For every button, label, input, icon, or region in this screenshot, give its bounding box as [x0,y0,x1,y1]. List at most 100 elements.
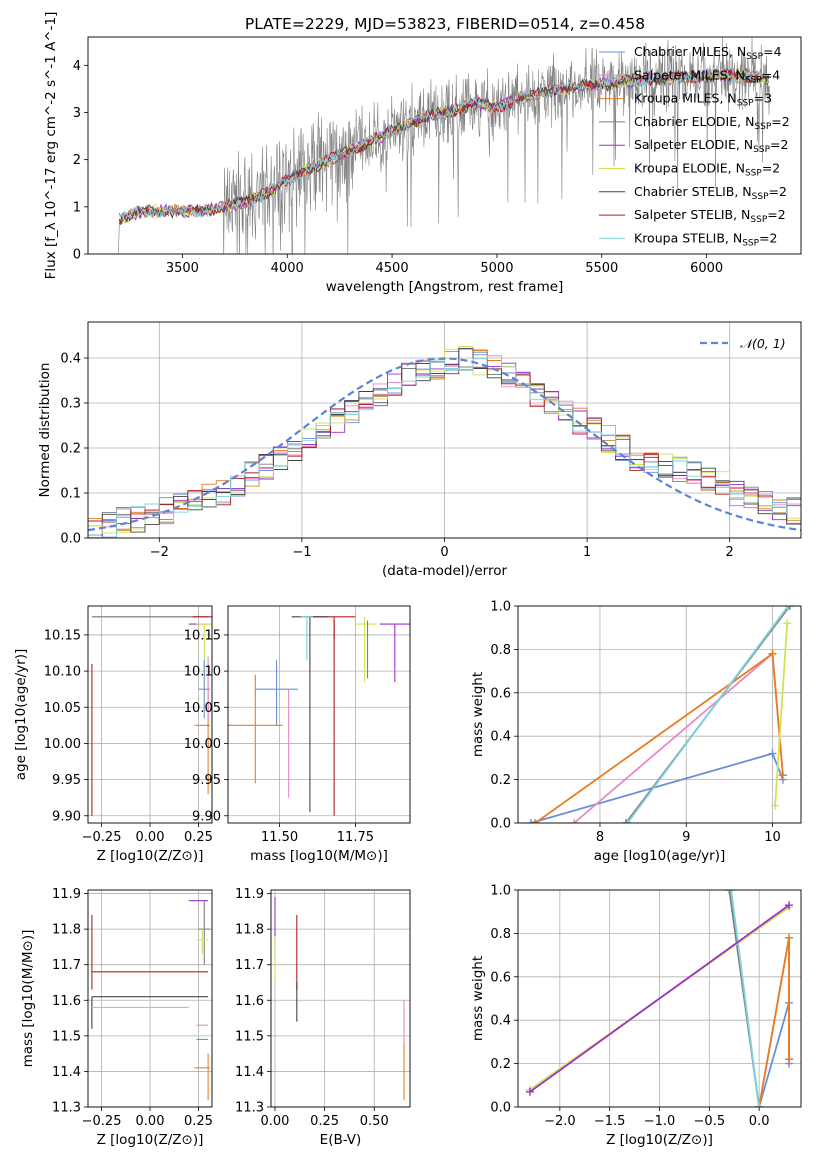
weight-marker [727,890,736,894]
x-tick-label: 10 [764,830,781,845]
weight-line [529,904,790,1093]
x-tick-label: 0.25 [310,1114,339,1129]
x-tick-label: −1.0 [644,1114,676,1129]
axes-residual-distribution: −2 −1 0 1 2 0.0 0.1 0.2 0.3 0.4 (data-model)/error… [37,321,802,579]
x-tick-label: −0.25 [82,1114,122,1129]
y-tick-label: 11.7 [52,958,81,973]
weight-line [626,606,789,823]
plot-area [88,345,801,538]
weight-marker [526,819,535,823]
y-tick-label: 0.8 [490,643,511,658]
axes-spectrum: 3500 4000 4500 5000 5500 6000 0 1 2 3 4 wavelength … [43,12,802,295]
grid [88,890,212,1108]
y-tick-label: 0.0 [490,817,511,832]
y-tick-label: 11.9 [52,887,81,902]
x-tick-label: 0.25 [184,830,213,845]
legend-suffix: =2 [769,184,787,199]
y-tick-label: 11.4 [235,1065,264,1080]
y-tick-label: 10.05 [44,701,81,716]
y-tick-label: 0.4 [490,1014,511,1029]
plot-area [91,900,211,1100]
x-tick-label: 8 [596,830,604,845]
legend-suffix: =2 [762,161,780,176]
y-tick-label: 1.0 [490,884,511,899]
x-tick-label: 0 [440,545,448,560]
legend-suffix: =2 [770,137,788,152]
weight-marker [525,1087,534,1096]
weight-marker [778,771,787,780]
y-tick-label: 0 [73,248,81,263]
x-axis-label: E(B-V) [320,1132,362,1148]
x-tick-label: 0.00 [136,1114,165,1129]
x-tick-label: −2 [150,545,169,560]
y-tick-label: 1 [73,200,81,215]
y-tick-label: 10.10 [184,665,221,680]
weight-marker [785,606,794,610]
y-tick-label: 11.9 [235,887,264,902]
y-tick-label: 11.6 [235,994,264,1009]
plot-layer: 3500 4000 4500 5000 5500 6000 0 1 2 3 4 wavelength … [13,12,802,1148]
grid [518,605,801,824]
x-axis-label: (data-model)/error [382,563,508,579]
y-tick-label: 11.3 [235,1101,264,1116]
x-tick-label: −0.5 [694,1114,726,1129]
axes-frame [87,321,802,539]
x-axis-label: mass [log10(M/M⊙)] [250,848,388,864]
x-tick-label: 0.0 [749,1114,770,1129]
axes-frame [87,36,802,255]
x-tick-label: 4500 [376,261,409,276]
x-axis-label: Z [log10(Z/Z⊙)] [97,848,204,864]
legend-entry: Kroupa ELODIE, NSSP=2 [634,161,780,179]
y-tick-label: 10.05 [184,701,221,716]
x-tick-label: 11.50 [261,830,298,845]
y-tick-label: 0.0 [490,1101,511,1116]
legend-sub: SSP [752,192,769,202]
x-tick-label: −1.5 [594,1114,626,1129]
legend-suffix: =2 [759,230,777,245]
y-tick-label: 0.6 [490,686,511,701]
weight-line [730,890,760,1107]
y-tick-label: 10.00 [44,737,81,752]
legend-entry: Chabrier ELODIE, NSSP=2 [634,114,790,132]
y-tick-label: 11.5 [235,1029,264,1044]
weight-marker [531,819,540,823]
residual-histogram [88,351,801,538]
plot-area [274,897,405,1100]
legend-sub: SSP [737,99,754,109]
x-tick-label: 11.75 [337,830,374,845]
weight-line [758,937,790,1107]
x-tick-label: 6000 [690,261,723,276]
y-tick-label: 4 [73,59,81,74]
legend-entry: Salpeter STELIB, NSSP=2 [634,207,786,225]
legend-suffix: =4 [762,67,780,82]
y-tick-label: 10.00 [184,737,221,752]
weight-marker [768,649,777,658]
axes-frame [87,889,213,1108]
legend-entry: Chabrier MILES, NSSP=4 [634,44,782,62]
y-tick-label: 0.0 [60,532,81,547]
y-tick-label: 11.7 [235,958,264,973]
y-tick-label: 11.8 [235,923,264,938]
y-tick-label: 0.2 [490,773,511,788]
model-fit-line [119,67,770,220]
legend-sub: SSP [742,238,759,248]
y-tick-label: 9.95 [52,773,81,788]
figure-title: PLATE=2229, MJD=53823, FIBERID=0514, z=0… [245,15,645,33]
legend-sub: SSP [745,169,762,179]
weight-marker [783,619,792,628]
y-tick-label: 0.6 [490,970,511,985]
y-tick-label: 11.3 [52,1101,81,1116]
legend-sub: SSP [745,75,762,85]
weight-marker [570,819,579,823]
x-tick-label: 4000 [271,261,304,276]
y-tick-label: 2 [73,153,81,168]
residual-histogram [88,355,801,538]
y-tick-label: 0.4 [60,352,81,367]
legend-sub: SSP [746,52,763,62]
x-tick-label: 2 [726,545,734,560]
y-tick-label: 9.95 [192,773,221,788]
y-tick-label: 0.1 [60,487,81,502]
weight-line [573,651,784,823]
y-tick-label: 0.2 [60,442,81,457]
